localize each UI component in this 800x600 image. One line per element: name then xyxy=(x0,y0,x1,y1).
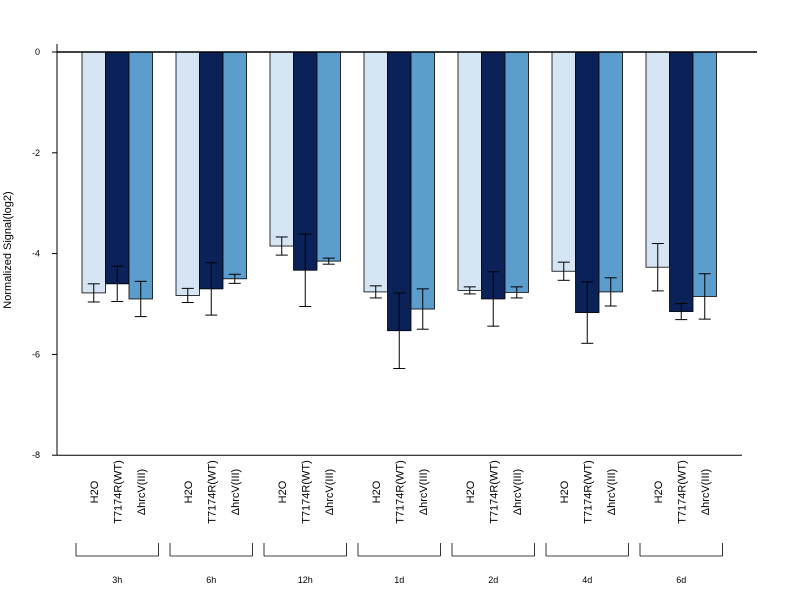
group-label: 6d xyxy=(676,575,686,585)
bar-category-label: ΔhrcV(III) xyxy=(230,469,242,515)
y-axis-label: Normalized Signal(log2) xyxy=(2,191,14,308)
bar-category-label: H2O xyxy=(465,480,477,503)
group-label: 6h xyxy=(206,575,216,585)
bar xyxy=(481,51,506,300)
group-label: 1d xyxy=(394,575,404,585)
bar-category-label: T7174R(WT) xyxy=(394,460,406,524)
bar xyxy=(575,51,600,313)
bar xyxy=(316,51,341,262)
bar-category-label: ΔhrcV(III) xyxy=(512,469,524,515)
bar xyxy=(598,51,623,293)
bar xyxy=(645,51,670,268)
bar xyxy=(363,51,388,293)
bar-category-label: H2O xyxy=(371,480,383,503)
bar xyxy=(128,51,153,300)
bar xyxy=(81,51,106,294)
bar xyxy=(105,51,130,285)
bar xyxy=(410,51,435,310)
bar xyxy=(175,51,200,296)
y-tick-label: -2 xyxy=(32,148,40,158)
bar xyxy=(457,51,482,291)
chart-bars xyxy=(81,51,717,332)
chart-axes: 0 -2 -4 -6 -8 xyxy=(32,44,742,460)
bar-category-label: H2O xyxy=(183,480,195,503)
bar-category-label: T7174R(WT) xyxy=(112,460,124,524)
group-label: 4d xyxy=(582,575,592,585)
bar-category-label: T7174R(WT) xyxy=(206,460,218,524)
bar xyxy=(269,51,294,247)
bar-category-label: T7174R(WT) xyxy=(676,460,688,524)
bar xyxy=(504,51,529,293)
bar xyxy=(692,51,717,297)
bar-category-label: ΔhrcV(III) xyxy=(136,469,148,515)
bar-category-label: ΔhrcV(III) xyxy=(324,469,336,515)
bar xyxy=(669,51,694,312)
group-label: 12h xyxy=(298,575,313,585)
y-tick-label: -6 xyxy=(32,349,40,359)
y-tick-label: -8 xyxy=(32,450,40,460)
y-tick-label: 0 xyxy=(35,47,40,57)
bar-category-label: ΔhrcV(III) xyxy=(606,469,618,515)
bar-category-label: H2O xyxy=(89,480,101,503)
bar-category-label: H2O xyxy=(653,480,665,503)
bar xyxy=(387,51,412,332)
y-tick-label: -4 xyxy=(32,249,40,259)
bar-category-label: H2O xyxy=(559,480,571,503)
bar xyxy=(222,51,247,280)
bar-category-label: T7174R(WT) xyxy=(582,460,594,524)
group-label: 3h xyxy=(112,575,122,585)
bar-category-label: T7174R(WT) xyxy=(488,460,500,524)
bar xyxy=(551,51,576,272)
chart-error-bars xyxy=(57,51,757,370)
bar xyxy=(199,51,224,290)
bar-category-label: ΔhrcV(III) xyxy=(418,469,430,515)
bar-category-label: ΔhrcV(III) xyxy=(700,469,712,515)
group-label: 2d xyxy=(488,575,498,585)
bar-category-label: T7174R(WT) xyxy=(300,460,312,524)
chart-labels: H2O T7174R(WT) ΔhrcV(III) 3h H2O T7174R(WT) Δh… xyxy=(75,460,723,585)
bar-category-label: H2O xyxy=(277,480,289,503)
